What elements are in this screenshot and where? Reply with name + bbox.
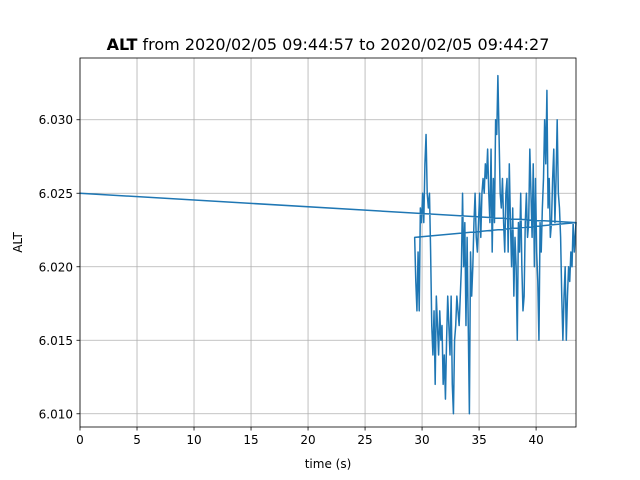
x-tick-label: 0 [76, 433, 84, 447]
alt-series-line [79, 74, 577, 415]
x-tick-label: 15 [243, 433, 258, 447]
x-tick-label: 30 [414, 433, 429, 447]
x-tick-label: 35 [471, 433, 486, 447]
y-tick-label: 6.025 [39, 187, 73, 201]
x-axis-label: time (s) [305, 457, 352, 471]
chart-title: ALT from 2020/02/05 09:44:57 to 2020/02/… [107, 35, 550, 54]
x-tick-label: 20 [300, 433, 315, 447]
plot-frame [79, 57, 577, 428]
chart-title-range: from 2020/02/05 09:44:57 to 2020/02/05 0… [137, 35, 549, 54]
tick-labels: 0 5 10 15 20 25 30 35 40 6.010 6.015 6.020 6.025 6.03… [39, 113, 544, 447]
x-tick-label: 40 [528, 433, 543, 447]
x-tick-label: 25 [357, 433, 372, 447]
x-tick-label: 5 [133, 433, 141, 447]
y-tick-label: 6.010 [39, 407, 73, 421]
x-tick-label: 10 [186, 433, 201, 447]
y-axis-label: ALT [11, 232, 25, 253]
chart-title-variable: ALT [107, 35, 138, 54]
y-tick-label: 6.030 [39, 113, 73, 127]
y-tick-label: 6.020 [39, 260, 73, 274]
tick-marks [76, 119, 537, 431]
y-tick-label: 6.015 [39, 334, 73, 348]
series-group [79, 74, 577, 415]
